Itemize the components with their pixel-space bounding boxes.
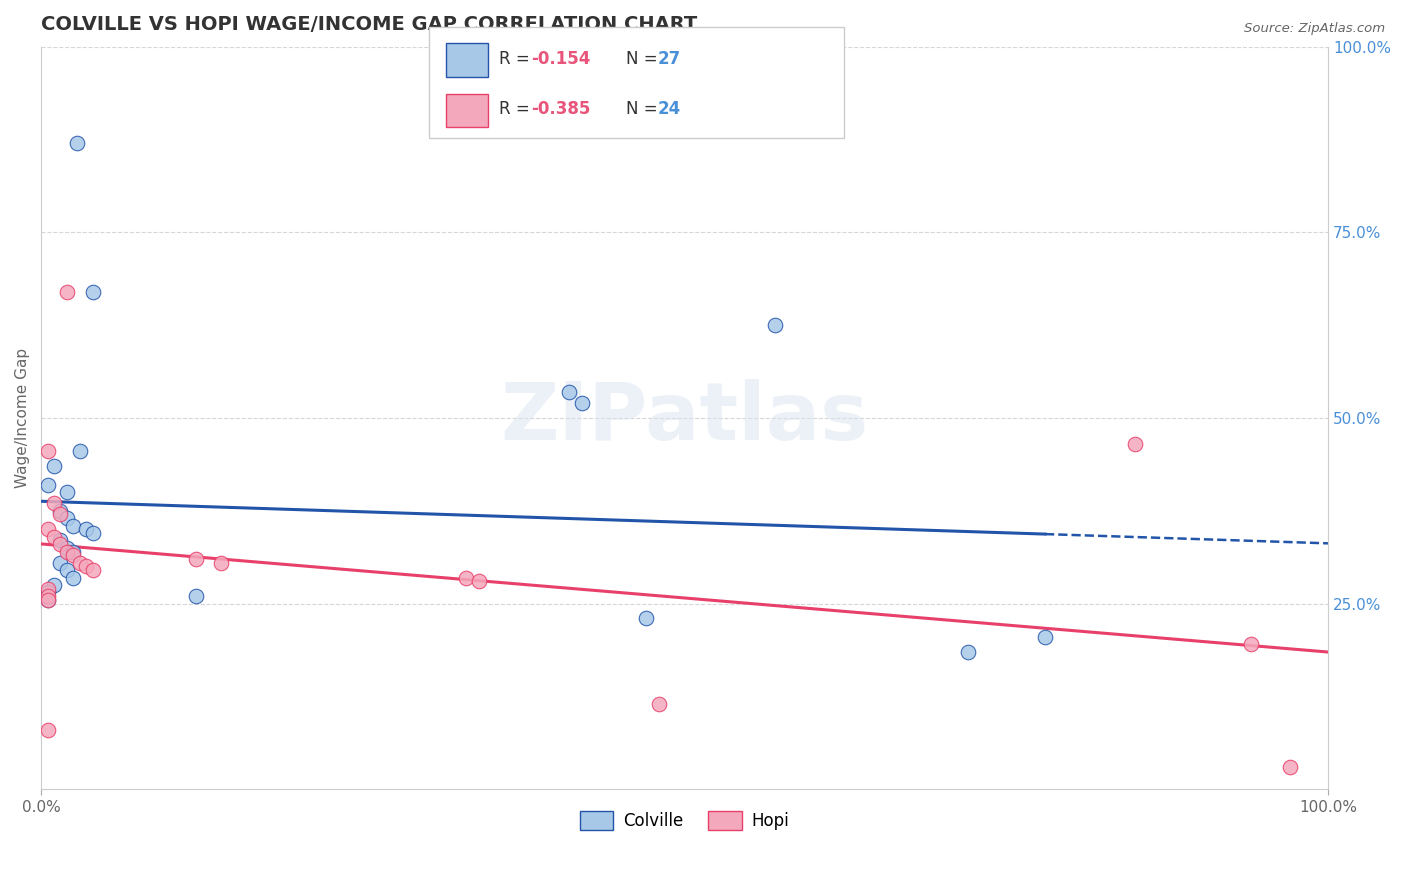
Point: [1033, 630, 1056, 644]
Point: [49, 504, 72, 518]
Point: [763, 318, 786, 332]
Text: Source: ZipAtlas.com: Source: ZipAtlas.com: [1244, 22, 1385, 36]
Point: [184, 552, 207, 566]
Point: [37, 522, 59, 536]
Point: [37, 585, 59, 599]
Point: [37, 582, 59, 596]
Text: N =: N =: [626, 50, 662, 68]
Point: [1278, 760, 1301, 774]
Point: [82, 563, 104, 577]
Point: [558, 384, 581, 399]
Point: [66, 136, 89, 151]
Point: [62, 544, 84, 558]
Point: [49, 556, 72, 570]
Text: 27: 27: [658, 50, 682, 68]
Point: [56, 541, 79, 555]
Point: [49, 508, 72, 522]
Point: [56, 544, 79, 558]
Point: [62, 571, 84, 585]
Point: [82, 285, 104, 299]
Point: [75, 522, 97, 536]
Point: [467, 574, 489, 589]
Text: 24: 24: [658, 100, 682, 118]
Point: [37, 592, 59, 607]
Text: -0.154: -0.154: [531, 50, 591, 68]
Point: [42, 459, 65, 474]
Point: [56, 511, 79, 525]
Point: [62, 518, 84, 533]
Text: -0.385: -0.385: [531, 100, 591, 118]
Y-axis label: Wage/Income Gap: Wage/Income Gap: [15, 348, 30, 488]
Point: [42, 496, 65, 510]
Point: [571, 396, 593, 410]
Point: [56, 563, 79, 577]
Point: [56, 285, 79, 299]
Point: [69, 444, 91, 458]
Point: [37, 477, 59, 491]
Point: [56, 485, 79, 500]
Point: [75, 559, 97, 574]
Text: R =: R =: [499, 100, 536, 118]
Point: [82, 526, 104, 541]
Point: [209, 556, 232, 570]
Point: [184, 589, 207, 603]
Text: ZIPatlas: ZIPatlas: [501, 379, 869, 457]
Point: [634, 611, 657, 625]
Point: [648, 697, 671, 711]
Point: [49, 537, 72, 551]
Legend: Colville, Hopi: Colville, Hopi: [574, 804, 796, 837]
Point: [956, 645, 979, 659]
Point: [49, 533, 72, 548]
Point: [37, 589, 59, 603]
Point: [37, 723, 59, 737]
Point: [1240, 637, 1263, 651]
Point: [62, 549, 84, 563]
Point: [42, 578, 65, 592]
Point: [454, 571, 477, 585]
Point: [37, 592, 59, 607]
Text: COLVILLE VS HOPI WAGE/INCOME GAP CORRELATION CHART: COLVILLE VS HOPI WAGE/INCOME GAP CORRELA…: [41, 15, 697, 34]
Point: [1123, 437, 1146, 451]
Point: [42, 530, 65, 544]
Point: [37, 444, 59, 458]
Text: N =: N =: [626, 100, 662, 118]
Point: [69, 556, 91, 570]
Text: R =: R =: [499, 50, 536, 68]
